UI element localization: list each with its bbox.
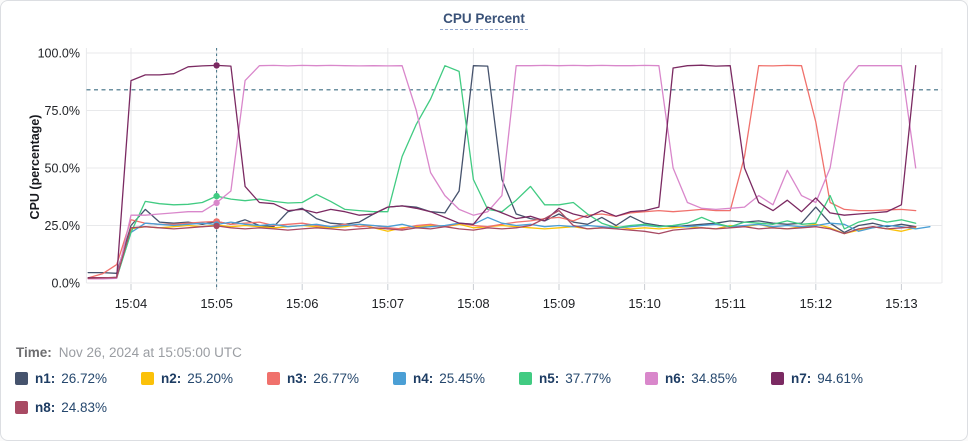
x-tick-label: 15:04 bbox=[115, 296, 148, 311]
legend-name: n2: bbox=[161, 370, 182, 386]
series-line-n8 bbox=[87, 209, 917, 280]
chart-title-text[interactable]: CPU Percent bbox=[440, 11, 528, 30]
time-row: Time: Nov 26, 2024 at 15:05:00 UTC bbox=[16, 345, 242, 360]
series-line-n4 bbox=[87, 216, 931, 280]
hover-dot-n5 bbox=[213, 192, 220, 200]
legend-name: n6: bbox=[665, 370, 686, 386]
hover-dot-n7 bbox=[213, 62, 220, 69]
x-tick-label: 15:09 bbox=[543, 296, 576, 311]
legend-swatch-n4 bbox=[393, 371, 406, 385]
x-tick-label: 15:06 bbox=[286, 296, 319, 311]
legend-name: n5: bbox=[539, 370, 560, 386]
legend-name: n1: bbox=[35, 370, 56, 386]
legend: n1: 26.72% n2: 25.20% n3: 26.77% n4: 25.… bbox=[15, 370, 959, 415]
series-line-n3 bbox=[87, 64, 917, 279]
legend-swatch-n1 bbox=[15, 371, 28, 385]
legend-swatch-n3 bbox=[267, 371, 280, 385]
hover-dot-n8 bbox=[213, 222, 220, 230]
x-tick-label: 15:05 bbox=[200, 296, 233, 311]
legend-item-n2[interactable]: n2: 25.20% bbox=[141, 370, 267, 386]
legend-item-n6[interactable]: n6: 34.85% bbox=[645, 370, 771, 386]
legend-name: n8: bbox=[35, 399, 56, 415]
time-label: Time: bbox=[16, 345, 52, 360]
time-value: Nov 26, 2024 at 15:05:00 UTC bbox=[58, 345, 242, 360]
y-tick-label: 0.0% bbox=[52, 277, 81, 291]
legend-value: 24.83% bbox=[61, 399, 108, 415]
x-tick-label: 15:12 bbox=[800, 296, 833, 311]
x-tick-label: 15:08 bbox=[457, 296, 490, 311]
series-line-n2 bbox=[87, 223, 917, 280]
legend-item-n8[interactable]: n8: 24.83% bbox=[15, 399, 141, 415]
legend-swatch-n7 bbox=[771, 371, 784, 385]
y-tick-label: 50.0% bbox=[45, 162, 80, 176]
legend-swatch-n5 bbox=[519, 371, 532, 385]
y-axis-title: CPU (percentage) bbox=[28, 114, 42, 220]
legend-value: 37.77% bbox=[565, 370, 612, 386]
y-tick-label: 75.0% bbox=[45, 104, 80, 118]
legend-value: 25.20% bbox=[187, 370, 234, 386]
legend-value: 34.85% bbox=[691, 370, 738, 386]
legend-name: n7: bbox=[791, 370, 812, 386]
x-tick-label: 15:13 bbox=[885, 296, 918, 311]
legend-value: 94.61% bbox=[817, 370, 864, 386]
legend-swatch-n8 bbox=[15, 400, 28, 414]
y-tick-label: 100.0% bbox=[38, 47, 80, 61]
legend-name: n4: bbox=[413, 370, 434, 386]
hover-dot-n6 bbox=[213, 199, 220, 207]
series-line-n6 bbox=[87, 64, 917, 280]
legend-item-n7[interactable]: n7: 94.61% bbox=[771, 370, 897, 386]
x-tick-label: 15:10 bbox=[628, 296, 661, 311]
chart-title: CPU Percent bbox=[1, 10, 967, 30]
legend-value: 26.77% bbox=[313, 370, 360, 386]
legend-swatch-n6 bbox=[645, 371, 658, 385]
series-line-n5 bbox=[87, 65, 917, 280]
legend-item-n1[interactable]: n1: 26.72% bbox=[15, 370, 141, 386]
x-tick-label: 15:11 bbox=[714, 296, 746, 311]
legend-value: 26.72% bbox=[61, 370, 108, 386]
legend-item-n5[interactable]: n5: 37.77% bbox=[519, 370, 645, 386]
legend-item-n4[interactable]: n4: 25.45% bbox=[393, 370, 519, 386]
series-line-n7 bbox=[87, 64, 917, 279]
series-line-n1 bbox=[87, 65, 917, 274]
y-tick-label: 25.0% bbox=[45, 219, 80, 233]
legend-item-n3[interactable]: n3: 26.77% bbox=[267, 370, 393, 386]
x-tick-label: 15:07 bbox=[372, 296, 405, 311]
legend-value: 25.45% bbox=[439, 370, 486, 386]
legend-swatch-n2 bbox=[141, 371, 154, 385]
legend-name: n3: bbox=[287, 370, 308, 386]
